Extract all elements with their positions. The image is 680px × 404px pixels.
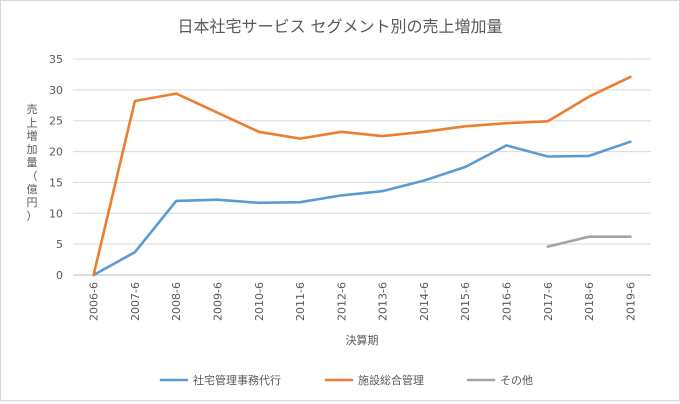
legend-label: その他 bbox=[500, 374, 533, 387]
chart-title: 日本社宅サービス セグメント別の売上増加量 bbox=[177, 17, 502, 36]
y-tick-label: 25 bbox=[49, 115, 63, 128]
legend-label: 施設総合管理 bbox=[358, 373, 424, 387]
x-axis-title: 決算期 bbox=[346, 333, 379, 347]
gridlines bbox=[73, 58, 651, 276]
y-tick-label: 0 bbox=[56, 269, 63, 282]
y-axis-title-char: 増 bbox=[27, 130, 38, 143]
series-line-0 bbox=[92, 140, 632, 277]
x-tick-label: 2018-6 bbox=[583, 282, 596, 321]
y-axis-title-char: 売 bbox=[27, 103, 38, 116]
series-lines bbox=[92, 75, 632, 277]
x-tick-label: 2012-6 bbox=[335, 282, 348, 321]
x-tick-label: 2009-6 bbox=[212, 282, 225, 321]
x-tick-label: 2006-6 bbox=[88, 282, 101, 321]
y-axis-title-char: 円 bbox=[27, 196, 38, 209]
x-tick-label: 2010-6 bbox=[253, 282, 266, 321]
x-tick-label: 2019-6 bbox=[624, 282, 637, 321]
y-axis-title-char: ） bbox=[27, 209, 38, 222]
series-line-1 bbox=[92, 75, 632, 277]
y-tick-label: 10 bbox=[49, 207, 63, 220]
y-axis-title-char: 加 bbox=[27, 143, 38, 156]
y-axis-title-char: 億 bbox=[27, 183, 38, 196]
x-axis-ticks: 2006-6 2007-6 2008-6 2009-6 2010-6 2011-6 2012… bbox=[88, 282, 638, 321]
y-tick-label: 15 bbox=[49, 176, 63, 189]
y-axis-title: 売上増加量（億円） bbox=[27, 103, 38, 222]
y-tick-label: 30 bbox=[49, 84, 63, 97]
y-axis-title-char: （ bbox=[27, 170, 38, 183]
y-axis-ticks: 0 5 10 15 20 25 30 35 bbox=[49, 53, 63, 282]
x-tick-label: 2008-6 bbox=[170, 282, 183, 321]
x-tick-label: 2015-6 bbox=[459, 282, 472, 321]
x-tick-label: 2013-6 bbox=[377, 282, 390, 321]
y-tick-label: 5 bbox=[56, 238, 63, 251]
legend: 社宅管理事務代行 施設総合管理 その他 bbox=[159, 373, 533, 387]
y-axis-title-char: 量 bbox=[27, 156, 38, 169]
x-tick-label: 2011-6 bbox=[294, 282, 307, 321]
y-axis-title-char: 上 bbox=[27, 116, 38, 129]
y-tick-label: 35 bbox=[49, 53, 63, 66]
legend-label: 社宅管理事務代行 bbox=[193, 373, 281, 387]
x-tick-label: 2014-6 bbox=[418, 282, 431, 321]
series-line-2 bbox=[546, 235, 632, 248]
y-tick-label: 20 bbox=[49, 146, 63, 159]
x-tick-label: 2017-6 bbox=[542, 282, 555, 321]
x-tick-label: 2007-6 bbox=[129, 282, 142, 321]
x-tick-label: 2016-6 bbox=[501, 282, 514, 321]
